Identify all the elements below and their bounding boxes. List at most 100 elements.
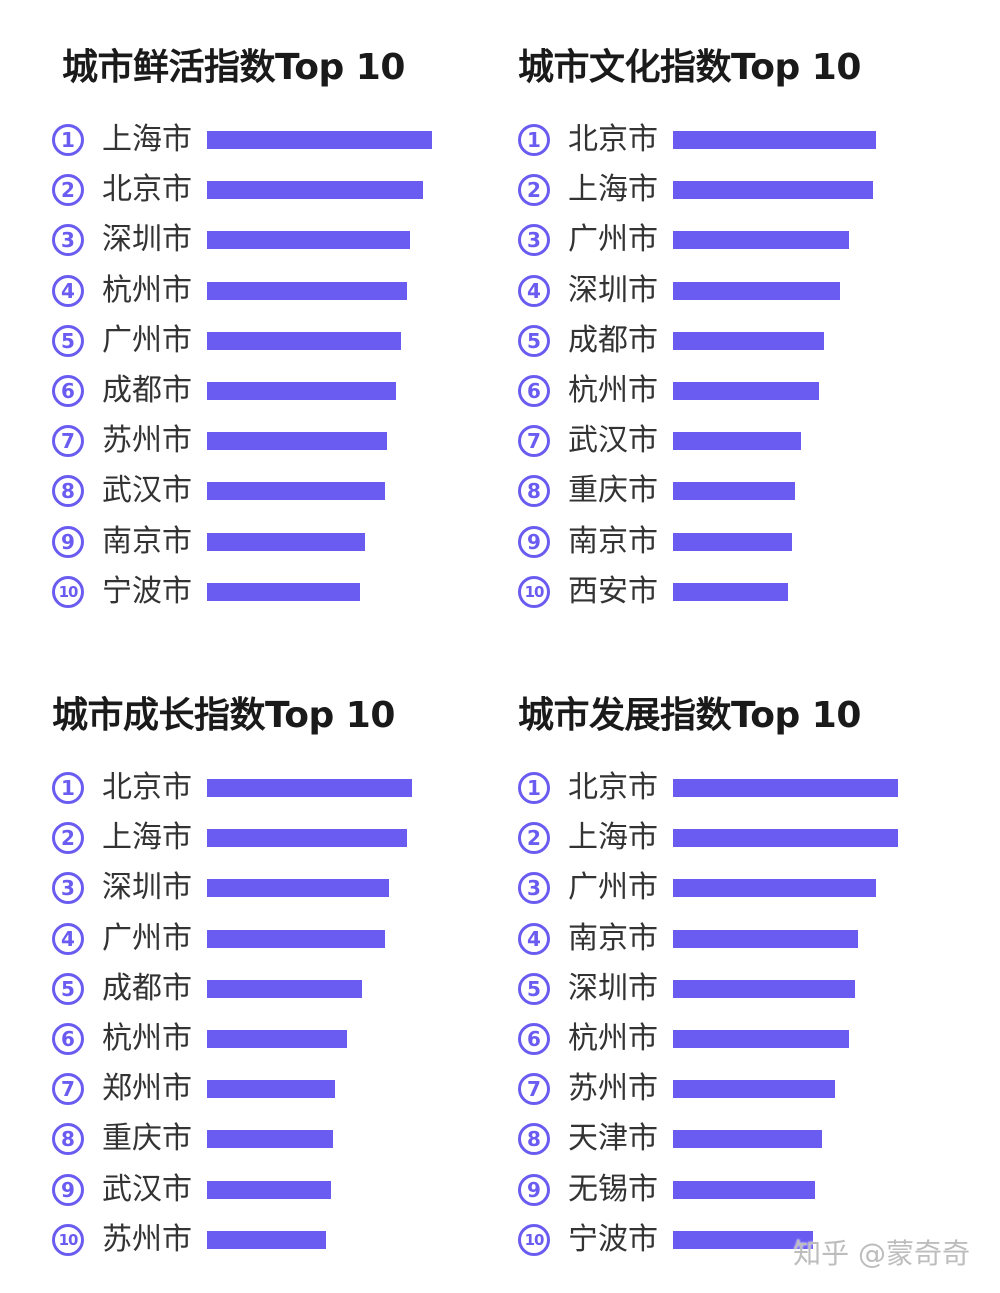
- category-label: 苏州市: [568, 1071, 658, 1107]
- rank-badge: 2: [518, 174, 550, 207]
- bar-row: 3 广州市: [518, 870, 988, 911]
- rank-badge: 5: [518, 324, 550, 357]
- bar-row: 1 北京市: [518, 770, 988, 811]
- bar-row: 5 广州市: [52, 323, 522, 364]
- bar-row: 6 成都市: [52, 373, 522, 414]
- category-label: 苏州市: [102, 1221, 192, 1257]
- bar: [673, 779, 898, 797]
- bar-row: 4 广州市: [52, 920, 522, 962]
- bar-row: 10 宁波市: [52, 573, 522, 615]
- category-label: 武汉市: [102, 1171, 192, 1207]
- rank-badge: 10: [52, 575, 84, 608]
- rank-badge: 6: [518, 1023, 550, 1055]
- rank-badge: 2: [518, 822, 550, 855]
- bar: [207, 879, 390, 898]
- bar: [673, 1130, 822, 1149]
- category-label: 武汉市: [102, 473, 192, 509]
- bar: [673, 879, 876, 898]
- bar: [207, 779, 412, 797]
- category-label: 深圳市: [568, 970, 658, 1006]
- chart-panel-vitality: 城市鲜活指数Top 10 1 上海市 2 北京市 3 深圳市 4 杭州市 5 广州市 6 成都市 7 苏州…: [52, 38, 522, 638]
- bar-row: 2 上海市: [518, 820, 988, 861]
- bar: [207, 979, 363, 998]
- category-label: 深圳市: [102, 222, 192, 258]
- bar: [207, 482, 385, 501]
- rank-badge: 3: [518, 224, 550, 257]
- bar-row: 7 苏州市: [52, 423, 522, 464]
- bar-row: 3 广州市: [518, 222, 988, 263]
- category-label: 北京市: [102, 770, 192, 805]
- rank-badge: 8: [518, 1123, 550, 1156]
- bar-row: 8 重庆市: [518, 473, 988, 514]
- rank-badge: 10: [52, 1223, 84, 1256]
- chart-panel-growth: 城市成长指数Top 10 1 北京市 2 上海市 3 深圳市 4 广州市 5 成都市 6 杭州市 7 郑州…: [52, 686, 522, 1286]
- bar: [673, 1180, 815, 1199]
- bar-row: 5 成都市: [518, 323, 988, 364]
- rank-badge: 2: [52, 174, 84, 207]
- bar: [207, 532, 365, 551]
- chart-title: 城市成长指数Top 10: [52, 695, 395, 736]
- category-label: 北京市: [102, 172, 192, 208]
- bar-row: 5 成都市: [52, 971, 522, 1012]
- category-label: 天津市: [568, 1121, 658, 1157]
- rank-badge: 9: [518, 1173, 550, 1206]
- rank-badge: 3: [52, 872, 84, 905]
- category-label: 杭州市: [102, 1021, 192, 1056]
- bar: [207, 929, 385, 948]
- rank-badge: 2: [52, 822, 84, 855]
- category-label: 广州市: [568, 870, 658, 906]
- rank-badge: 4: [52, 274, 84, 307]
- category-label: 重庆市: [568, 473, 658, 509]
- category-label: 苏州市: [102, 423, 192, 459]
- bar: [207, 382, 396, 400]
- rank-badge: 9: [52, 525, 84, 558]
- bar-row: 9 无锡市: [518, 1171, 988, 1213]
- bar-row: 7 郑州市: [52, 1071, 522, 1112]
- category-label: 南京市: [568, 920, 658, 956]
- chart-title: 城市鲜活指数Top 10: [62, 47, 405, 88]
- bar: [673, 1080, 835, 1099]
- bar: [207, 1130, 333, 1149]
- rank-badge: 4: [52, 922, 84, 955]
- category-label: 上海市: [568, 820, 658, 856]
- rank-badge: 8: [52, 1123, 84, 1156]
- rank-badge: 9: [518, 525, 550, 558]
- chart-panel-development: 城市发展指数Top 10 1 北京市 2 上海市 3 广州市 4 南京市 5 深圳市 6 杭州市 7 苏州…: [518, 686, 988, 1286]
- bar: [673, 482, 795, 501]
- rank-badge: 9: [52, 1173, 84, 1206]
- bar-row: 10 苏州市: [52, 1221, 522, 1263]
- category-label: 杭州市: [568, 373, 658, 408]
- category-label: 成都市: [102, 373, 192, 408]
- rank-badge: 4: [518, 274, 550, 307]
- rank-badge: 5: [518, 972, 550, 1005]
- bar: [673, 382, 820, 400]
- bar: [673, 1030, 849, 1048]
- category-label: 上海市: [102, 820, 192, 856]
- category-label: 南京市: [568, 523, 658, 559]
- rank-badge: 3: [518, 872, 550, 905]
- rank-badge: 7: [52, 425, 84, 458]
- bar-row: 7 苏州市: [518, 1071, 988, 1112]
- category-label: 武汉市: [568, 423, 658, 459]
- bar-row: 1 上海市: [52, 122, 522, 163]
- rank-badge: 1: [518, 124, 550, 156]
- bar: [673, 532, 793, 551]
- bar: [207, 1030, 347, 1048]
- bar-row: 9 武汉市: [52, 1171, 522, 1213]
- category-label: 宁波市: [102, 573, 192, 609]
- rank-badge: 8: [52, 475, 84, 508]
- bar: [673, 231, 849, 250]
- category-label: 无锡市: [568, 1171, 658, 1207]
- bar-row: 6 杭州市: [518, 1021, 988, 1062]
- rank-badge: 5: [52, 324, 84, 357]
- bar: [673, 979, 856, 998]
- bar: [673, 131, 876, 149]
- bar: [673, 281, 840, 300]
- bar-row: 5 深圳市: [518, 970, 988, 1012]
- category-label: 北京市: [568, 770, 658, 805]
- category-label: 广州市: [102, 920, 192, 956]
- rank-badge: 5: [52, 972, 84, 1005]
- rank-badge: 1: [518, 772, 550, 804]
- category-label: 杭州市: [102, 272, 192, 308]
- bar-row: 3 深圳市: [52, 222, 522, 263]
